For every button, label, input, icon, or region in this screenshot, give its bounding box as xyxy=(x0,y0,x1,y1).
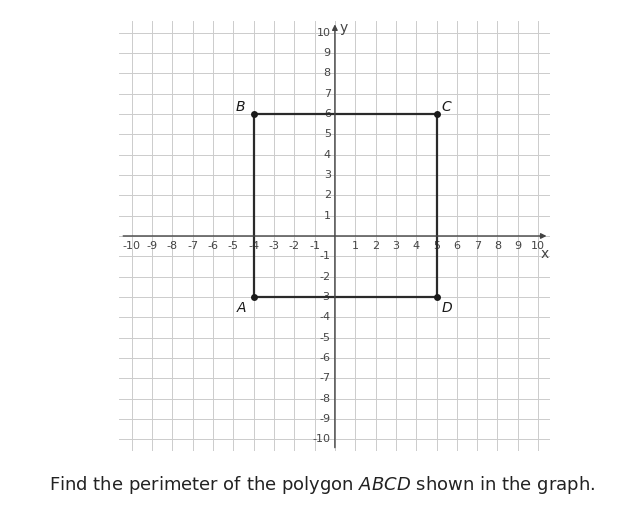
Text: 7: 7 xyxy=(324,89,331,98)
Text: 5: 5 xyxy=(433,241,440,251)
Text: -8: -8 xyxy=(319,393,331,404)
Text: 6: 6 xyxy=(324,109,331,119)
Text: -5: -5 xyxy=(320,332,331,343)
Text: 8: 8 xyxy=(324,68,331,78)
Text: 7: 7 xyxy=(473,241,480,251)
Text: -9: -9 xyxy=(146,241,158,251)
Text: -7: -7 xyxy=(187,241,198,251)
Text: 1: 1 xyxy=(352,241,359,251)
Text: -3: -3 xyxy=(320,292,331,302)
Text: 2: 2 xyxy=(324,190,331,201)
Text: C: C xyxy=(442,100,451,114)
Text: -2: -2 xyxy=(319,271,331,282)
Text: 4: 4 xyxy=(324,150,331,160)
Text: 6: 6 xyxy=(453,241,460,251)
Text: 9: 9 xyxy=(515,241,522,251)
Text: Find the perimeter of the polygon $\it{ABCD}$ shown in the graph.: Find the perimeter of the polygon $\it{A… xyxy=(49,474,595,496)
Text: 8: 8 xyxy=(494,241,501,251)
Text: -8: -8 xyxy=(167,241,178,251)
Text: A: A xyxy=(236,301,246,315)
Text: y: y xyxy=(340,21,348,34)
Text: -2: -2 xyxy=(289,241,300,251)
Text: x: x xyxy=(541,247,549,261)
Text: 3: 3 xyxy=(392,241,399,251)
Text: -6: -6 xyxy=(207,241,218,251)
Text: -1: -1 xyxy=(320,251,331,261)
Text: 4: 4 xyxy=(413,241,420,251)
Text: -5: -5 xyxy=(228,241,239,251)
Text: 1: 1 xyxy=(324,211,331,221)
Text: -9: -9 xyxy=(319,414,331,424)
Text: -1: -1 xyxy=(309,241,320,251)
Text: 10: 10 xyxy=(531,241,545,251)
Text: -7: -7 xyxy=(319,373,331,383)
Text: -4: -4 xyxy=(319,312,331,322)
Text: -10: -10 xyxy=(122,241,140,251)
Text: 9: 9 xyxy=(324,48,331,58)
Text: D: D xyxy=(441,301,452,315)
Text: 3: 3 xyxy=(324,170,331,180)
Text: -4: -4 xyxy=(248,241,259,251)
Text: 2: 2 xyxy=(372,241,379,251)
Text: B: B xyxy=(236,100,245,114)
Text: -10: -10 xyxy=(313,434,331,444)
Text: 10: 10 xyxy=(317,28,331,38)
Text: -3: -3 xyxy=(269,241,279,251)
Text: -6: -6 xyxy=(320,353,331,363)
Text: 5: 5 xyxy=(324,129,331,140)
